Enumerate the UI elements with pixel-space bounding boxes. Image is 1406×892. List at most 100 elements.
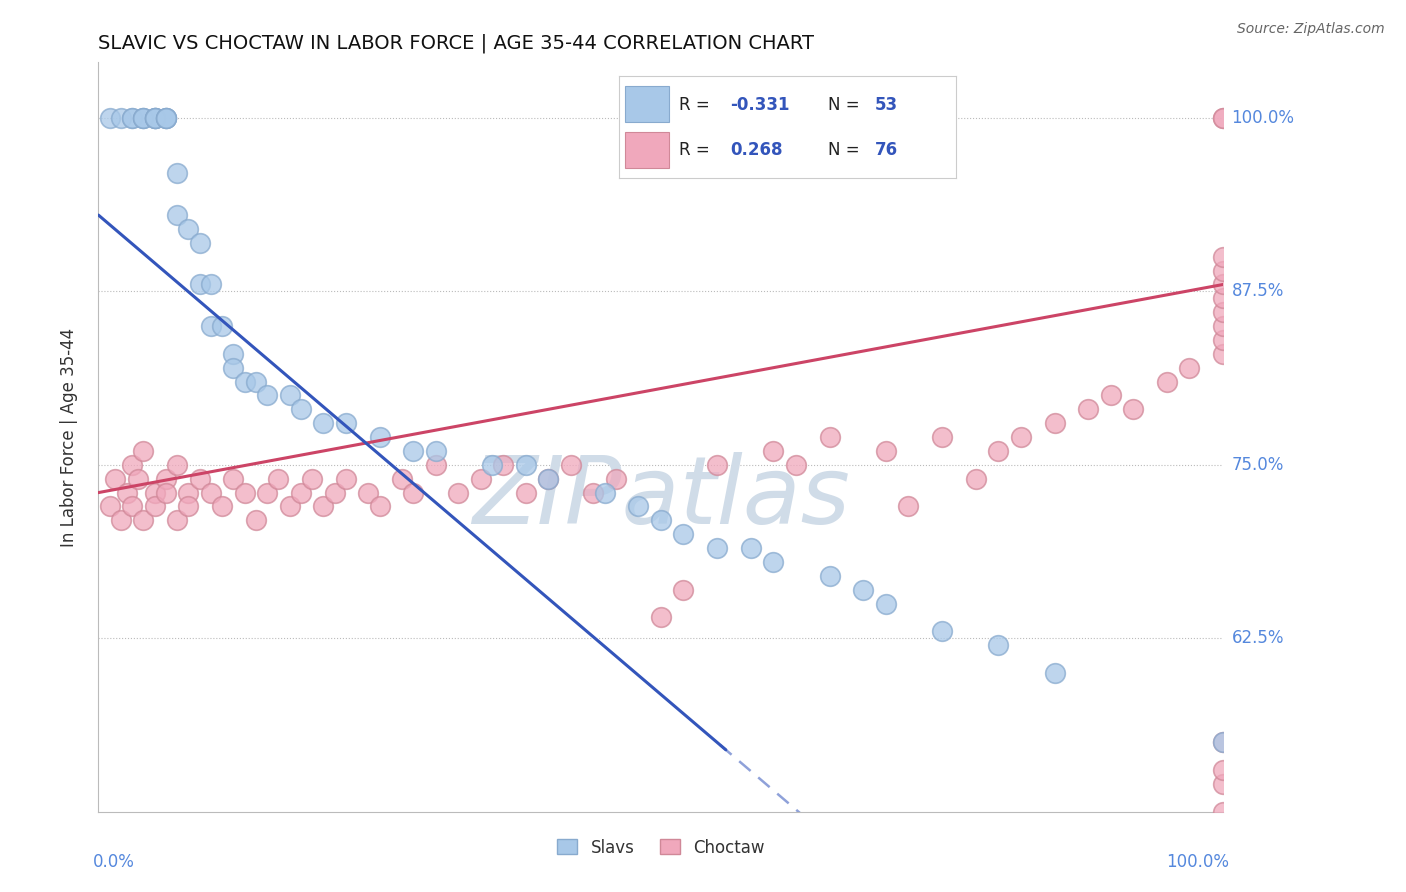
Point [155,111,177,125]
Point [323,485,346,500]
Point [1212,333,1234,347]
Point [177,500,200,514]
Text: ZIPatlas: ZIPatlas [472,451,849,542]
Text: N =: N = [828,95,865,113]
Point [177,222,200,236]
Point [104,472,127,486]
Point [1043,665,1066,680]
Point [222,347,245,361]
Point [1212,347,1234,361]
Point [132,111,155,125]
Point [515,485,537,500]
Point [818,569,841,583]
Point [1122,402,1144,417]
Point [368,430,391,444]
Point [650,513,672,527]
Text: R =: R = [679,95,716,113]
Point [115,485,138,500]
Text: 0.0%: 0.0% [93,853,135,871]
Point [290,485,312,500]
Point [762,444,785,458]
Point [132,444,155,458]
Point [1178,360,1201,375]
Point [447,485,470,500]
Point [98,500,121,514]
Point [537,472,560,486]
Point [256,388,278,402]
Point [188,235,211,250]
Point [1212,305,1234,319]
Point [931,430,953,444]
Point [188,277,211,292]
Point [1077,402,1099,417]
Point [1212,735,1234,749]
Y-axis label: In Labor Force | Age 35-44: In Labor Force | Age 35-44 [59,327,77,547]
Point [1043,416,1066,430]
Point [425,458,447,472]
Point [987,638,1010,652]
Point [402,485,425,500]
Point [155,472,177,486]
Point [211,500,233,514]
Point [875,444,897,458]
Point [627,500,650,514]
Point [200,319,222,334]
Point [188,472,211,486]
Point [560,458,582,472]
Point [132,513,155,527]
Point [492,458,515,472]
Point [143,111,166,125]
Text: Source: ZipAtlas.com: Source: ZipAtlas.com [1237,22,1385,37]
Point [515,458,537,472]
Point [166,458,188,472]
Point [290,402,312,417]
Point [132,111,155,125]
Text: 76: 76 [875,141,898,159]
Point [155,111,177,125]
Point [143,485,166,500]
Point [537,472,560,486]
Point [1212,111,1234,125]
Legend: Slavs, Choctaw: Slavs, Choctaw [551,832,770,863]
Point [402,444,425,458]
Text: 87.5%: 87.5% [1232,283,1284,301]
Point [245,375,267,389]
Point [110,111,132,125]
Point [335,472,357,486]
FancyBboxPatch shape [626,132,669,168]
Point [267,472,290,486]
Point [470,472,492,486]
Point [357,485,380,500]
Point [200,485,222,500]
Point [1212,805,1234,819]
Point [965,472,987,486]
Point [155,111,177,125]
Point [233,375,256,389]
Point [278,388,301,402]
Point [875,597,897,611]
Point [1212,735,1234,749]
Point [233,485,256,500]
Point [211,319,233,334]
Text: R =: R = [679,141,716,159]
Point [1212,263,1234,277]
Point [987,444,1010,458]
Point [278,500,301,514]
Point [762,555,785,569]
Point [368,500,391,514]
Text: 0.268: 0.268 [730,141,783,159]
Point [143,111,166,125]
Point [1212,777,1234,791]
Point [1212,291,1234,305]
Point [177,485,200,500]
Point [931,624,953,639]
Point [650,610,672,624]
Point [98,111,121,125]
Text: 62.5%: 62.5% [1232,629,1284,648]
Point [166,513,188,527]
Point [110,513,132,527]
Point [222,472,245,486]
Point [1212,763,1234,777]
Point [143,111,166,125]
Point [166,166,188,180]
